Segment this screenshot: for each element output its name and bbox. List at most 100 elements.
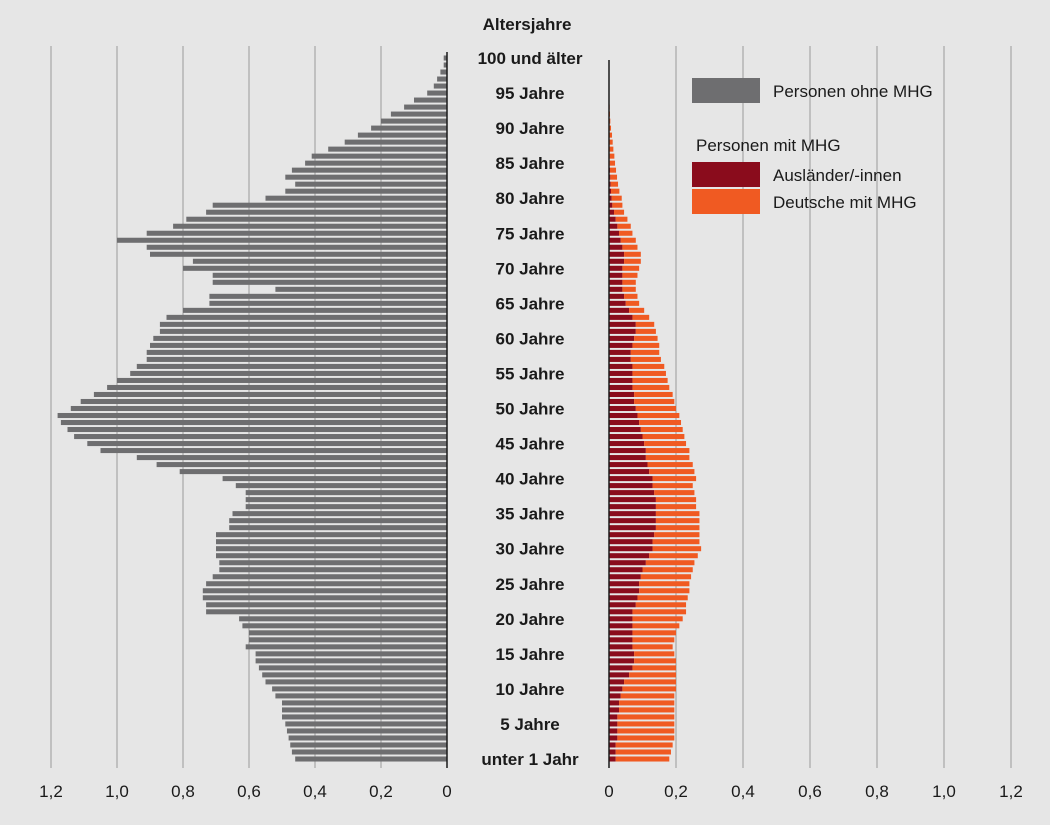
bar-auslaender-age-31: [609, 539, 653, 545]
bar-ohne-mhg-age-72: [150, 251, 447, 257]
bar-deutsche-mhg-age-64: [629, 307, 645, 313]
left-tick-label-1: 1,0: [105, 782, 129, 801]
bar-auslaender-age-63: [609, 314, 633, 320]
legend-swatch-auslaender: [692, 162, 760, 187]
bar-ohne-mhg-age-77: [186, 216, 448, 222]
bar-auslaender-age-5: [609, 721, 618, 727]
bar-auslaender-age-61: [609, 328, 636, 334]
bar-auslaender-age-4: [609, 728, 618, 734]
bar-deutsche-mhg-age-74: [620, 237, 636, 243]
right-tick-label-5: 1,0: [932, 782, 956, 801]
bar-auslaender-age-59: [609, 342, 633, 348]
bar-deutsche-mhg-age-14: [634, 658, 676, 664]
bar-auslaender-age-15: [609, 651, 635, 657]
bar-deutsche-mhg-age-42: [647, 462, 693, 468]
bar-deutsche-mhg-age-59: [632, 342, 660, 348]
bar-ohne-mhg-age-16: [245, 644, 447, 650]
bar-deutsche-mhg-age-54: [632, 377, 668, 383]
bar-auslaender-age-56: [609, 363, 633, 369]
left-tick-label-3: 0,6: [237, 782, 261, 801]
bar-deutsche-mhg-age-79: [612, 202, 623, 208]
bar-deutsche-mhg-age-49: [637, 412, 680, 419]
bar-deutsche-mhg-age-28: [645, 560, 695, 566]
legend-label-auslaender: Ausländer/-innen: [773, 166, 902, 185]
bar-ohne-mhg-age-40: [222, 476, 447, 482]
legend-swatch-ohne-mhg: [692, 78, 760, 103]
bar-auslaender-age-69: [609, 272, 623, 278]
bar-auslaender-age-44: [609, 448, 646, 454]
bar-ohne-mhg-age-98: [440, 69, 447, 75]
bar-ohne-mhg-age-85: [305, 160, 447, 166]
bar-ohne-mhg-age-94: [414, 97, 447, 103]
bar-auslaender-age-49: [609, 412, 638, 419]
bar-deutsche-mhg-age-13: [632, 665, 676, 671]
bar-auslaender-age-18: [609, 630, 633, 636]
bar-ohne-mhg-age-92: [390, 111, 447, 117]
bar-auslaender-age-32: [609, 532, 655, 538]
bar-deutsche-mhg-age-5: [617, 721, 675, 727]
bar-deutsche-mhg-age-85: [609, 160, 616, 166]
bar-deutsche-mhg-age-53: [632, 384, 670, 390]
bar-auslaender-age-79: [609, 202, 613, 208]
bar-deutsche-mhg-age-29: [649, 553, 698, 559]
bar-auslaender-age-42: [609, 462, 648, 468]
bar-auslaender-age-6: [609, 714, 618, 720]
bar-ohne-mhg-age-42: [156, 462, 447, 468]
bar-deutsche-mhg-age-84: [610, 167, 617, 173]
bar-deutsche-mhg-age-31: [652, 539, 700, 545]
bar-deutsche-mhg-age-12: [629, 672, 676, 678]
age-label-55: 55 Jahre: [496, 364, 565, 383]
bar-deutsche-mhg-age-38: [654, 490, 695, 496]
bar-ohne-mhg-age-43: [136, 455, 448, 461]
bar-ohne-mhg-age-96: [433, 83, 447, 89]
bar-deutsche-mhg-age-43: [645, 455, 690, 461]
bar-auslaender-age-67: [609, 286, 623, 292]
bar-ohne-mhg-age-2: [290, 742, 447, 748]
bar-ohne-mhg-age-24: [202, 588, 447, 594]
bar-deutsche-mhg-age-57: [630, 356, 661, 362]
bar-ohne-mhg-age-90: [371, 125, 447, 131]
bar-deutsche-mhg-age-11: [624, 679, 676, 685]
bar-ohne-mhg-age-95: [427, 90, 447, 96]
bar-deutsche-mhg-age-51: [634, 398, 675, 405]
bar-deutsche-mhg-age-34: [655, 518, 700, 524]
bar-ohne-mhg-age-19: [242, 623, 447, 629]
bar-ohne-mhg-age-59: [150, 342, 447, 348]
bar-auslaender-age-74: [609, 237, 621, 243]
age-label-80: 80 Jahre: [496, 189, 565, 208]
bar-ohne-mhg-age-99: [443, 62, 447, 68]
bar-ohne-mhg-age-80: [265, 195, 447, 201]
bar-deutsche-mhg-age-17: [632, 637, 675, 643]
bar-deutsche-mhg-age-72: [624, 251, 641, 257]
bar-ohne-mhg-age-32: [216, 532, 447, 538]
bar-deutsche-mhg-age-41: [649, 469, 695, 475]
bar-ohne-mhg-age-17: [249, 637, 447, 643]
bar-auslaender-age-39: [609, 483, 653, 489]
bar-ohne-mhg-age-34: [229, 518, 447, 524]
bar-ohne-mhg-age-0: [295, 756, 447, 762]
bar-ohne-mhg-age-47: [67, 427, 447, 433]
bar-deutsche-mhg-age-70: [622, 265, 640, 271]
legend-label-deutsche-mhg: Deutsche mit MHG: [773, 193, 917, 212]
bar-ohne-mhg-age-71: [192, 258, 447, 264]
bar-deutsche-mhg-age-3: [617, 735, 675, 741]
bar-ohne-mhg-age-41: [179, 469, 447, 475]
bar-deutsche-mhg-age-15: [634, 651, 675, 657]
bar-ohne-mhg-age-35: [232, 511, 447, 517]
age-label-100: 100 und älter: [478, 49, 583, 68]
bar-ohne-mhg-age-49: [57, 412, 447, 419]
bar-deutsche-mhg-age-39: [652, 483, 693, 489]
bar-auslaender-age-22: [609, 602, 636, 608]
bar-ohne-mhg-age-20: [239, 616, 447, 622]
bar-deutsche-mhg-age-61: [635, 328, 656, 334]
bar-ohne-mhg-age-64: [183, 307, 447, 313]
bar-ohne-mhg-age-22: [206, 602, 447, 608]
bar-deutsche-mhg-age-16: [632, 644, 673, 650]
bar-ohne-mhg-age-87: [328, 146, 447, 152]
bar-deutsche-mhg-age-55: [632, 370, 666, 376]
bar-auslaender-age-81: [609, 188, 612, 194]
bar-auslaender-age-25: [609, 581, 640, 587]
bar-ohne-mhg-age-76: [173, 223, 447, 229]
bar-auslaender-age-57: [609, 356, 631, 362]
bar-deutsche-mhg-age-1: [615, 749, 671, 755]
